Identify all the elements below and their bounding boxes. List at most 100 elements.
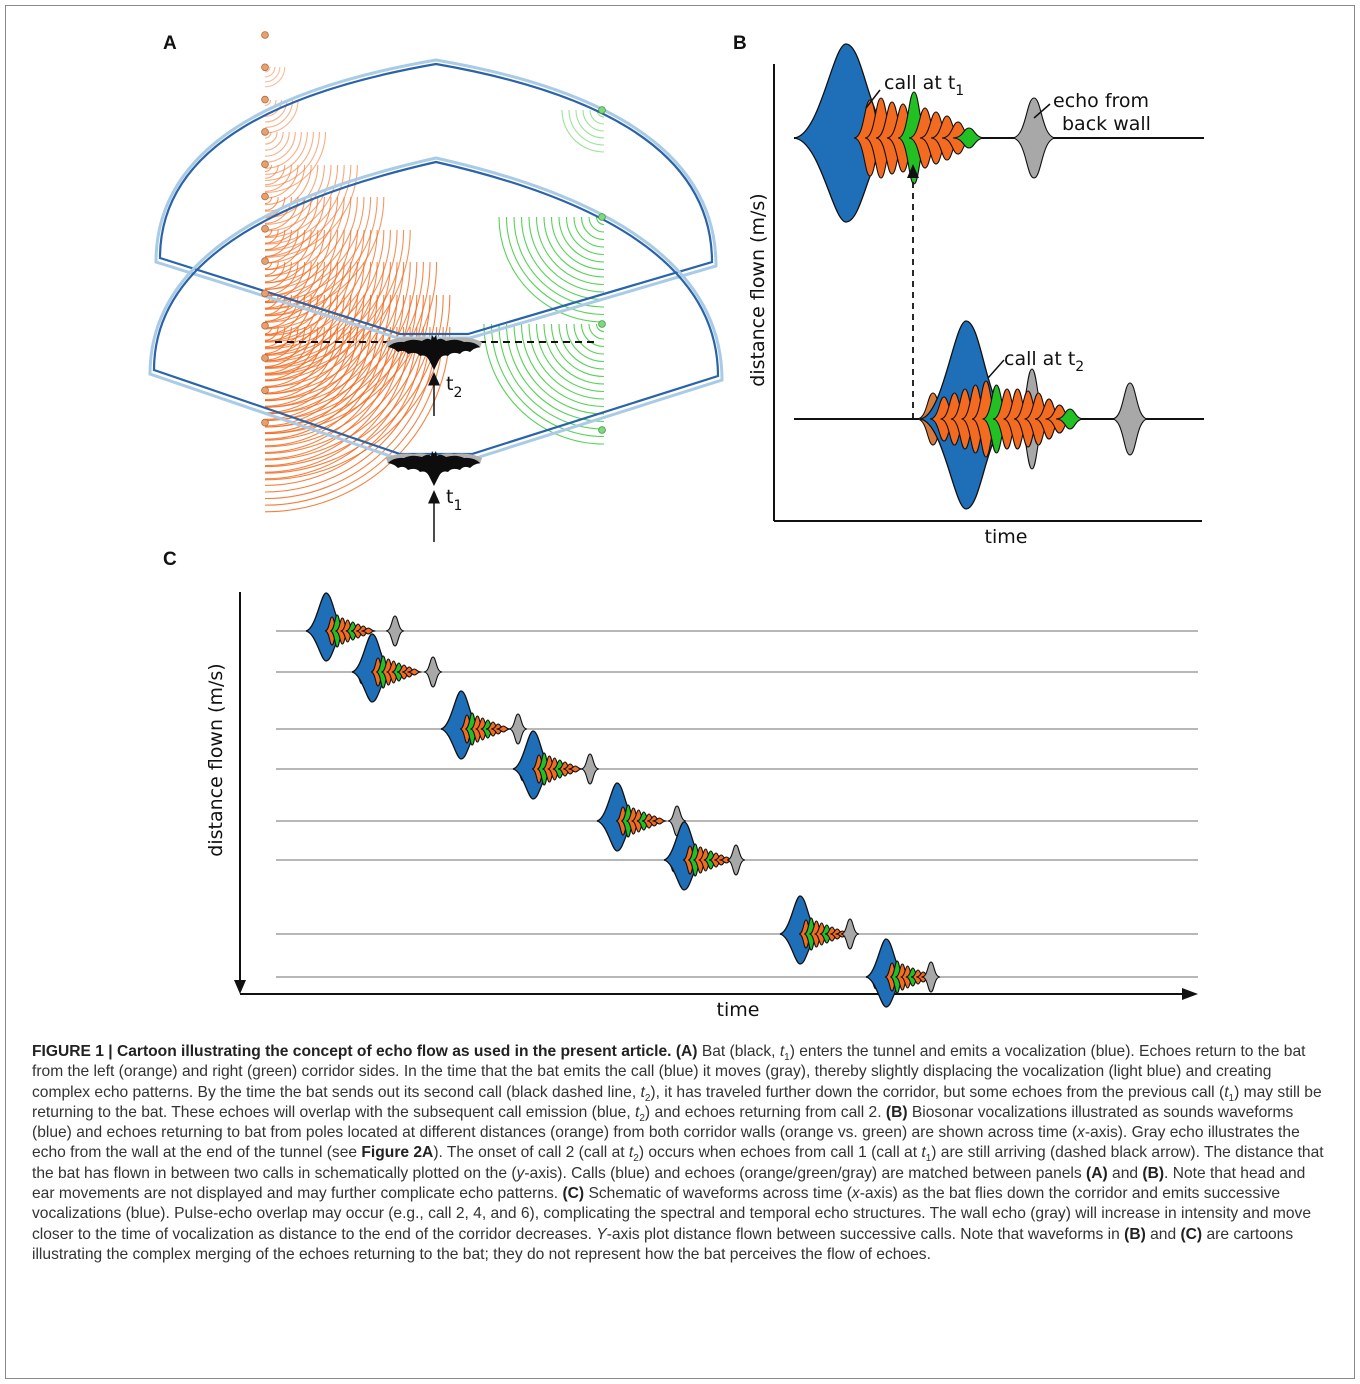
caption-sub: 1 bbox=[1228, 1092, 1235, 1104]
caption-figure-link[interactable]: Figure 2A bbox=[361, 1144, 434, 1162]
panel-c: C distance flown (m/s) time bbox=[163, 549, 1198, 1021]
left-echo-arc bbox=[264, 99, 288, 123]
left-echo-arc bbox=[264, 196, 312, 244]
left-echo-arc bbox=[264, 131, 272, 139]
left-echo-arc bbox=[264, 326, 273, 335]
caption-ref-c: (C) bbox=[562, 1185, 585, 1203]
caption-math: t bbox=[635, 1103, 640, 1121]
right-echo-arc bbox=[595, 216, 605, 226]
left-echo-arc bbox=[264, 229, 292, 257]
panel-a: A t2 t1 bbox=[148, 31, 724, 542]
left-echo-arc bbox=[264, 326, 424, 486]
left-echo-arc bbox=[264, 164, 286, 186]
caption-ref-b: (B) bbox=[1124, 1225, 1146, 1243]
right-wall-echo-arcs bbox=[483, 109, 605, 445]
caption-sub: 2 bbox=[644, 1092, 651, 1104]
left-echo-arc bbox=[264, 294, 451, 481]
caption-sub: 2 bbox=[639, 1113, 645, 1124]
left-pole bbox=[261, 160, 269, 169]
panel-c-row bbox=[276, 633, 1198, 703]
left-wall-echo-arcs bbox=[264, 66, 451, 513]
caption-text: ) are still arriving (dashed black arrow… bbox=[32, 1144, 1324, 1182]
wall-echo bbox=[1011, 97, 1057, 179]
caption-text: and bbox=[1107, 1164, 1143, 1182]
right-echo-arc bbox=[582, 109, 605, 132]
left-echo-arc bbox=[264, 99, 272, 107]
caption-sub: 2 bbox=[633, 1153, 639, 1165]
left-echo-arc bbox=[264, 261, 273, 270]
left-echo-arc bbox=[264, 326, 319, 381]
wall-echo bbox=[840, 918, 860, 950]
right-echo-arc bbox=[550, 216, 605, 271]
panel-c-row bbox=[276, 938, 1198, 1008]
left-pole bbox=[261, 95, 269, 104]
caption-text: are cartoons illustrating the complex me… bbox=[32, 1225, 1294, 1263]
left-echo-arc bbox=[264, 326, 325, 387]
right-echo-arc bbox=[528, 216, 605, 293]
right-echo-arc bbox=[573, 216, 605, 248]
panel-b-ylabel: distance flown (m/s) bbox=[747, 193, 769, 386]
left-echo-arc bbox=[264, 229, 352, 317]
wall-echo bbox=[726, 844, 746, 876]
right-echo-arc bbox=[588, 323, 605, 340]
caption-text: ) and echoes returning from call 2. bbox=[644, 1103, 886, 1121]
left-echo-arc bbox=[264, 294, 319, 349]
upper-sonar-beam bbox=[154, 58, 718, 340]
caption-sub: 1 bbox=[784, 1052, 790, 1064]
right-echo-arc bbox=[528, 323, 605, 400]
left-echo-arc bbox=[264, 326, 352, 414]
caption-ref-a: (A) bbox=[1086, 1164, 1108, 1182]
left-echo-arc bbox=[264, 131, 314, 181]
left-echo-arc bbox=[264, 164, 325, 225]
left-echo-arc bbox=[264, 326, 358, 420]
left-echo-arc bbox=[264, 196, 273, 205]
left-echo-arc bbox=[264, 326, 312, 374]
left-echo-arc bbox=[264, 196, 339, 271]
caption-text: ) may still be returning to the bat. The… bbox=[32, 1083, 1322, 1121]
right-echo-arc bbox=[558, 216, 605, 263]
left-echo-arc bbox=[264, 229, 306, 271]
panel-c-x-arrow bbox=[1182, 988, 1198, 1000]
caption-text: ) enters the tunnel and emits a vocaliza… bbox=[32, 1043, 1306, 1101]
left-echo-arc bbox=[264, 326, 418, 480]
right-echo-arc bbox=[580, 216, 605, 241]
left-echo-arc bbox=[264, 261, 398, 395]
right-echo-arc bbox=[498, 323, 605, 430]
caption-text: -axis plot distance flown between succes… bbox=[606, 1225, 1125, 1243]
left-pole bbox=[261, 321, 269, 330]
left-echo-arc bbox=[264, 164, 273, 173]
left-pole bbox=[261, 192, 269, 201]
left-echo-arc bbox=[264, 131, 327, 194]
right-echo-arc bbox=[490, 323, 605, 438]
right-echo-arc bbox=[595, 323, 605, 333]
left-echo-arc bbox=[264, 294, 345, 375]
left-echo-arc bbox=[264, 66, 286, 88]
caption-text: . Note that head and ear movements are n… bbox=[32, 1164, 1306, 1203]
left-echo-arc bbox=[264, 294, 418, 448]
left-echo-arc bbox=[264, 131, 302, 169]
left-echo bbox=[652, 817, 667, 825]
right-echo-arc bbox=[589, 109, 605, 125]
left-echo-arc bbox=[264, 229, 279, 244]
left-echo-arc bbox=[264, 164, 279, 179]
t1-label: t1 bbox=[446, 486, 462, 514]
left-pole bbox=[261, 354, 269, 362]
left-echo-arc bbox=[264, 229, 273, 238]
panel-c-ylabel: distance flown (m/s) bbox=[205, 663, 227, 856]
left-echo-arc bbox=[264, 131, 320, 187]
call-t2-leader bbox=[987, 359, 1005, 379]
left-echo-arc bbox=[264, 131, 290, 157]
left-echo-arc bbox=[264, 261, 431, 428]
right-echo-arc bbox=[550, 323, 605, 378]
right-echo-arc bbox=[520, 216, 605, 301]
left-echo-arc bbox=[264, 196, 306, 238]
left-echo-arc bbox=[264, 294, 352, 382]
panel-c-row bbox=[276, 690, 1198, 760]
left-pole bbox=[261, 225, 269, 233]
wall-echo bbox=[385, 615, 405, 647]
left-echo-arc bbox=[264, 261, 306, 303]
call-1-waveform bbox=[793, 43, 1057, 223]
left-echo bbox=[407, 668, 422, 676]
left-echo-arc bbox=[264, 131, 284, 151]
caption-math: y bbox=[516, 1164, 525, 1182]
